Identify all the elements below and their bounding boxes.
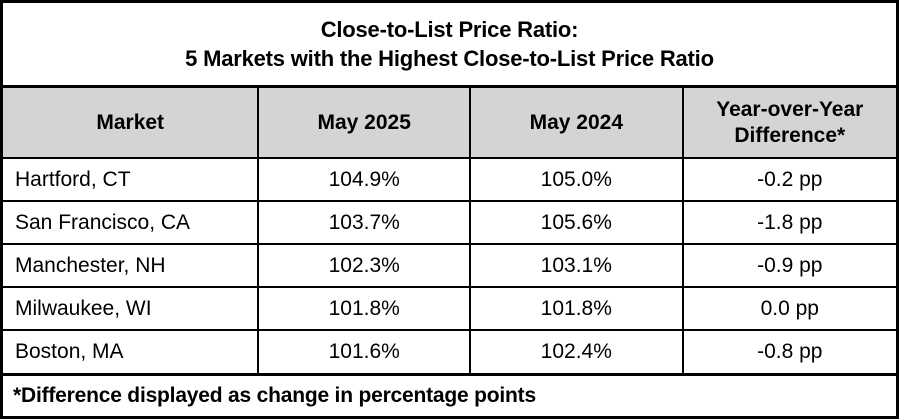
- market-cell: Milwaukee, WI: [3, 286, 260, 331]
- yoy-difference-cell: -0.2 pp: [681, 157, 896, 202]
- column-header-yoy-difference: Year-over-Year Difference*: [681, 88, 896, 159]
- column-header-may-2024: May 2024: [469, 88, 684, 159]
- header-row: Market May 2025 May 2024 Year-over-Year …: [3, 88, 896, 159]
- table-row: Hartford, CT 104.9% 105.0% -0.2 pp: [3, 157, 896, 202]
- table-row: Boston, MA 101.6% 102.4% -0.8 pp: [3, 329, 896, 373]
- may-2024-cell: 102.4%: [469, 329, 684, 373]
- price-ratio-table: Market May 2025 May 2024 Year-over-Year …: [3, 88, 896, 373]
- market-cell: Boston, MA: [3, 329, 260, 373]
- may-2024-cell: 101.8%: [469, 286, 684, 331]
- column-header-market: Market: [3, 88, 260, 159]
- yoy-difference-cell: 0.0 pp: [681, 286, 896, 331]
- yoy-difference-cell: -0.9 pp: [681, 243, 896, 288]
- may-2025-cell: 103.7%: [257, 200, 472, 245]
- may-2024-cell: 105.0%: [469, 157, 684, 202]
- title-line-1: Close-to-List Price Ratio:: [320, 17, 579, 42]
- may-2025-cell: 102.3%: [257, 243, 472, 288]
- table-footnote: *Difference displayed as change in perce…: [3, 373, 896, 416]
- figure-title: Close-to-List Price Ratio: 5 Markets wit…: [3, 3, 896, 88]
- table-row: San Francisco, CA 103.7% 105.6% -1.8 pp: [3, 200, 896, 245]
- title-line-2: 5 Markets with the Highest Close-to-List…: [185, 46, 714, 71]
- may-2024-cell: 103.1%: [469, 243, 684, 288]
- table-body: Hartford, CT 104.9% 105.0% -0.2 pp San F…: [3, 157, 896, 373]
- may-2025-cell: 104.9%: [257, 157, 472, 202]
- may-2024-cell: 105.6%: [469, 200, 684, 245]
- market-cell: Hartford, CT: [3, 157, 260, 202]
- market-cell: Manchester, NH: [3, 243, 260, 288]
- table-row: Manchester, NH 102.3% 103.1% -0.9 pp: [3, 243, 896, 288]
- may-2025-cell: 101.8%: [257, 286, 472, 331]
- market-cell: San Francisco, CA: [3, 200, 260, 245]
- may-2025-cell: 101.6%: [257, 329, 472, 373]
- table-header: Market May 2025 May 2024 Year-over-Year …: [3, 88, 896, 159]
- table-row: Milwaukee, WI 101.8% 101.8% 0.0 pp: [3, 286, 896, 331]
- yoy-difference-cell: -1.8 pp: [681, 200, 896, 245]
- yoy-difference-cell: -0.8 pp: [681, 329, 896, 373]
- column-header-may-2025: May 2025: [257, 88, 472, 159]
